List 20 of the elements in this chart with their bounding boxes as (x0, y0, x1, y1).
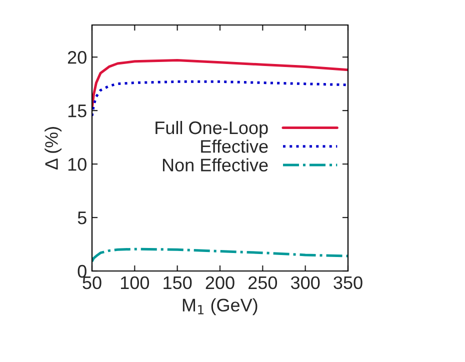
x-tick-label: 100 (120, 276, 150, 290)
x-tick-label: 350 (334, 276, 362, 290)
x-tick-label: 200 (206, 276, 234, 290)
x-tick-label: 150 (164, 276, 192, 290)
y-tick-label: 5 (78, 212, 86, 224)
x-tick-label: 250 (248, 276, 278, 290)
x-tick-label: 300 (290, 276, 320, 290)
legend-label: Effective (201, 140, 268, 153)
line-series (92, 80, 348, 118)
y-tick-label: 0 (78, 264, 86, 278)
legend-label: Non Effective (162, 158, 268, 172)
y-tick-label: 20 (68, 51, 86, 64)
legend-label: Full One-Loop (156, 120, 268, 138)
line-series (92, 248, 348, 263)
y-axis-title: Δ (%) (44, 127, 62, 170)
x-tick-label: 50 (82, 276, 102, 290)
y-tick-label: 10 (68, 158, 86, 171)
y-tick-label: 15 (68, 104, 86, 118)
line-series (92, 59, 348, 110)
x-axis-title: M$_{1}$ (GeV) (182, 298, 258, 316)
